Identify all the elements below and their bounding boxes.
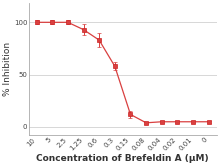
X-axis label: Concentration of Brefeldin A (μM): Concentration of Brefeldin A (μM) xyxy=(36,154,209,163)
Y-axis label: % Inhibition: % Inhibition xyxy=(4,42,13,96)
